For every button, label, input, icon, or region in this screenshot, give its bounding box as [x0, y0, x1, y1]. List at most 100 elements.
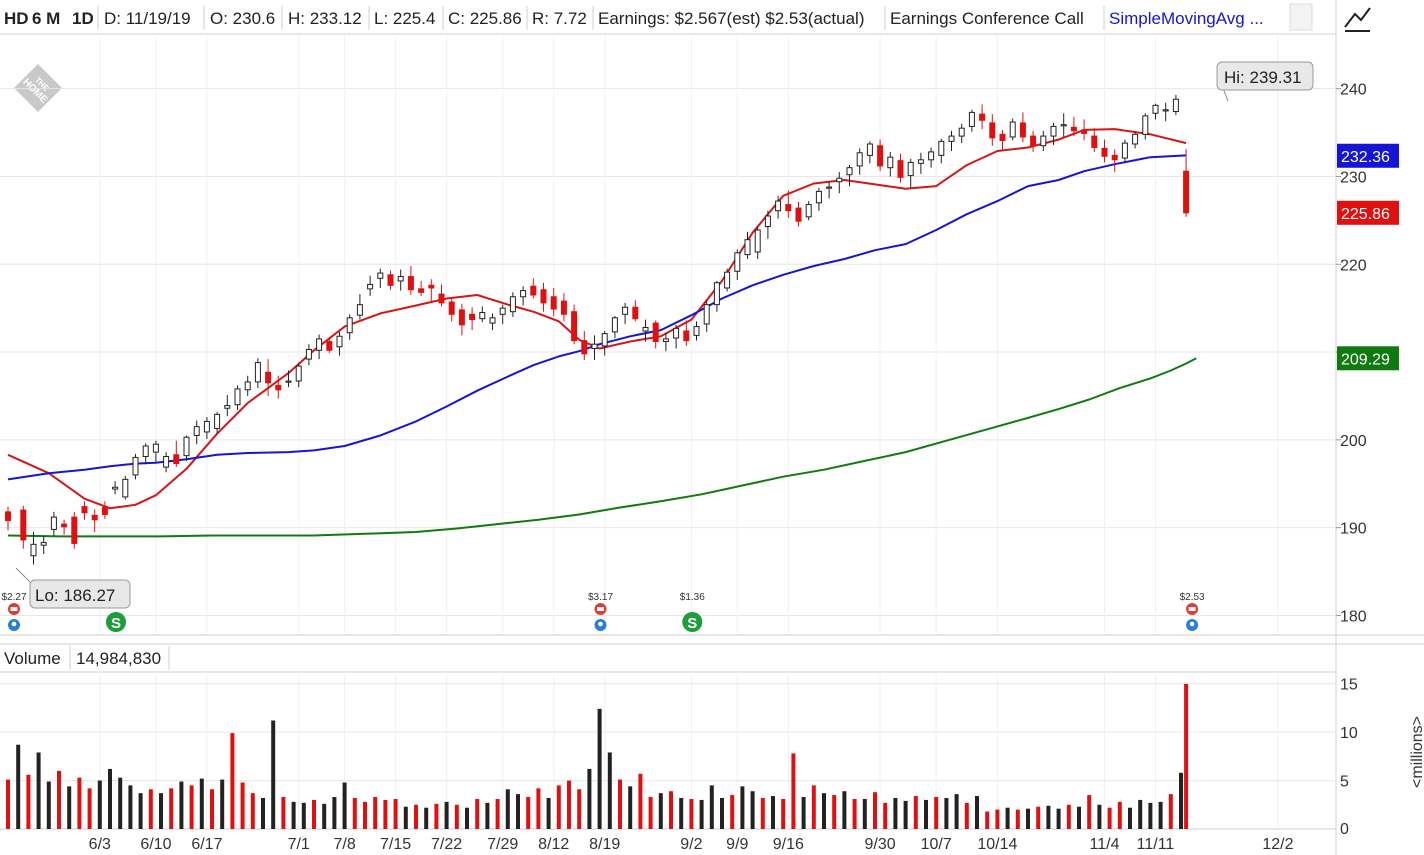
candle-body — [754, 229, 761, 253]
candle-body — [1132, 133, 1139, 145]
volume-bar — [363, 801, 367, 829]
volume-bar — [1036, 806, 1041, 829]
candle-body — [407, 276, 414, 291]
volume-bar — [638, 773, 643, 829]
candle-body — [764, 215, 771, 228]
volume-bar — [189, 785, 194, 829]
volume-bar — [373, 797, 378, 829]
volume-bar — [546, 798, 551, 829]
candle-body — [683, 330, 690, 342]
volume-bar — [669, 791, 673, 829]
candle-body — [1091, 135, 1098, 148]
candle-body — [224, 405, 231, 409]
candle-body — [744, 239, 751, 256]
candle-body — [948, 135, 955, 142]
candle-body — [448, 301, 455, 315]
volume-bar — [1005, 807, 1010, 829]
candle-body — [1101, 147, 1108, 157]
volume-bar — [1107, 807, 1112, 829]
volume-bar — [454, 804, 459, 829]
volume-bar — [220, 779, 225, 829]
candle-body — [305, 348, 312, 360]
sma-200-line — [7, 357, 1197, 538]
volume-bar — [1097, 804, 1102, 829]
header-symbol[interactable]: HD — [4, 9, 29, 28]
volume-bar — [1184, 683, 1189, 829]
sma-50-line — [7, 154, 1187, 481]
date-tick-label: 12/2 — [1262, 836, 1293, 853]
candle-body — [163, 456, 170, 468]
drawing-tool-icon[interactable] — [1342, 2, 1374, 34]
candle-body — [826, 186, 833, 189]
candle-body — [846, 167, 853, 176]
candle-body — [703, 304, 710, 325]
dividend-icon — [682, 612, 703, 632]
price-badges: 232.36 225.86 209.29 — [1337, 143, 1399, 371]
candle-body — [438, 293, 445, 304]
header-conference-call[interactable]: Earnings Conference Call — [890, 9, 1084, 28]
volume-bar — [36, 752, 41, 829]
volume-bar — [97, 780, 102, 829]
candle-body — [132, 456, 139, 476]
header-expand-button[interactable] — [1289, 3, 1313, 31]
volume-bar — [26, 774, 31, 829]
volume-bar — [740, 786, 745, 829]
volume-bar — [46, 781, 51, 829]
header-interval[interactable]: 1D — [72, 9, 94, 28]
volume-bar — [730, 795, 735, 829]
date-tick-label: 7/8 — [333, 836, 355, 853]
price-badge — [1337, 346, 1399, 371]
volume-bar — [883, 802, 888, 829]
volume-bar — [822, 793, 826, 829]
candle-body — [560, 300, 567, 315]
volume-bar — [760, 798, 765, 829]
volume-bar — [118, 777, 123, 829]
candle-body — [673, 327, 680, 339]
candle-body — [1172, 98, 1179, 113]
volume-bar — [383, 799, 388, 829]
volume-bar — [475, 798, 480, 829]
volume-bar — [179, 781, 184, 829]
volume-bar — [1056, 808, 1061, 829]
volume-bar — [791, 753, 796, 829]
candle-body — [377, 272, 384, 279]
candle-body — [652, 322, 659, 343]
candle-body — [91, 514, 98, 521]
candle-body — [61, 523, 68, 528]
date-tick-label: 10/7 — [921, 836, 952, 853]
volume-bar — [291, 801, 296, 829]
candle-body — [1162, 109, 1169, 112]
header-indicator-link[interactable]: SimpleMovingAvg ... — [1109, 9, 1264, 28]
price-tick-label: 180 — [1340, 608, 1367, 625]
candle-body — [938, 140, 945, 156]
volume-bars — [6, 683, 1189, 829]
volume-bar — [332, 797, 337, 829]
volume-bar — [689, 798, 694, 829]
event-label: $3.17 — [588, 592, 613, 603]
volume-bar — [281, 797, 286, 829]
candle-body — [611, 317, 618, 333]
candle-body — [356, 304, 363, 316]
price-tick-label: 220 — [1340, 257, 1367, 274]
candle-body — [622, 306, 629, 315]
header-range[interactable]: 6 M — [32, 9, 60, 28]
volume-bar — [485, 802, 490, 829]
candle-body — [71, 516, 78, 544]
volume-bar — [393, 798, 398, 829]
volume-bar — [750, 791, 755, 829]
volume-bar — [985, 811, 990, 829]
volume-bar — [108, 768, 112, 829]
candle-body — [1183, 170, 1190, 214]
candle-body — [193, 426, 200, 436]
candle-body — [815, 190, 822, 204]
volume-bar — [658, 793, 663, 829]
candle-body — [989, 122, 996, 139]
volume-bar — [567, 780, 571, 829]
price-tick-label: 200 — [1340, 433, 1367, 450]
candle-body — [928, 151, 935, 161]
price-badge-label: 232.36 — [1341, 149, 1390, 166]
volume-header: Volume 14,984,830 — [4, 646, 170, 670]
volume-bar — [312, 799, 316, 829]
volume-bar — [1158, 801, 1163, 829]
candle-body — [877, 145, 884, 167]
